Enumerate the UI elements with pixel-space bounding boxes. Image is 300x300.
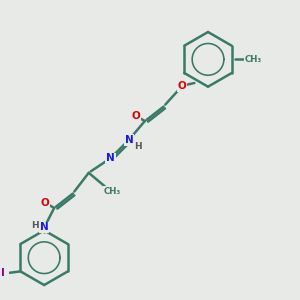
Text: O: O [40,198,50,208]
Text: O: O [178,81,187,91]
Text: CH₃: CH₃ [244,55,262,64]
Text: CH₃: CH₃ [104,187,121,196]
Text: H: H [31,221,39,230]
Text: H: H [134,142,142,151]
Text: N: N [106,153,115,164]
Text: I: I [1,268,4,278]
Text: N: N [40,223,49,232]
Text: O: O [131,111,140,121]
Text: N: N [124,135,134,145]
